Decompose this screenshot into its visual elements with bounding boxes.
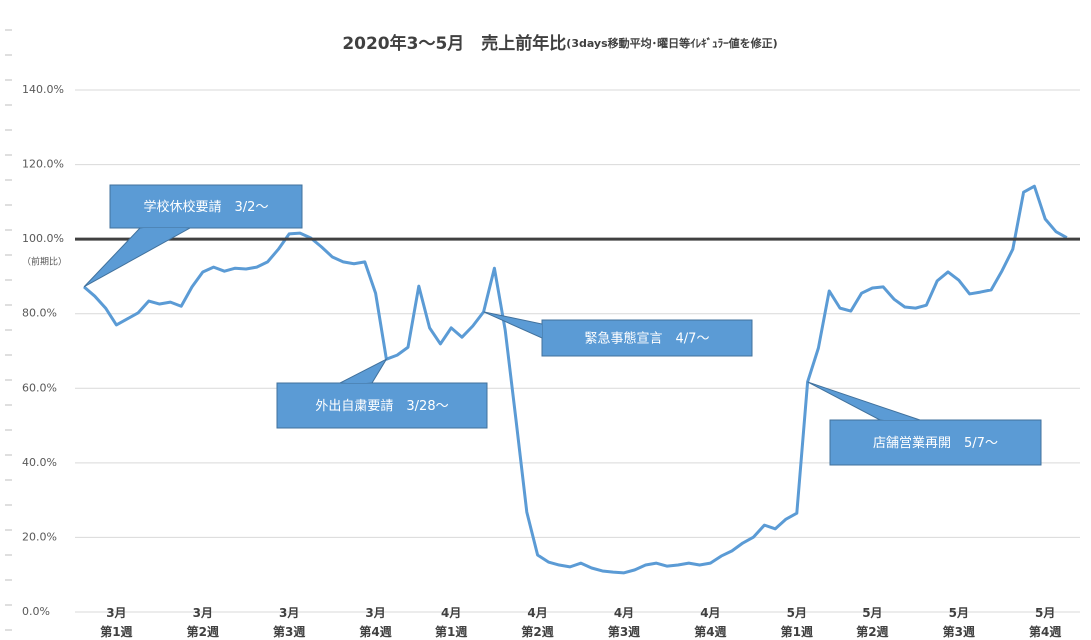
x-tick-label: 3月 第2週 bbox=[186, 606, 219, 639]
callout-join bbox=[340, 381, 372, 383]
left-ticks bbox=[5, 29, 12, 631]
x-tick-label: 5月 第2週 bbox=[856, 606, 889, 639]
annotation-text: 外出自粛要請 3/28～ bbox=[315, 399, 448, 414]
x-tick-label: 5月 第1週 bbox=[780, 606, 813, 639]
callout: 学校休校要請 3/2～ bbox=[83, 184, 303, 288]
callout-join bbox=[880, 418, 920, 420]
annotation-text: 学校休校要請 3/2～ bbox=[144, 199, 269, 215]
x-tick-label: 5月 第4週 bbox=[1029, 606, 1062, 639]
x-tick-label: 3月 第1週 bbox=[100, 606, 133, 639]
callout-join bbox=[539, 324, 542, 338]
callout: 緊急事態宣言 4/7～ bbox=[483, 311, 753, 357]
y-tick-label: 100.0% bbox=[22, 232, 64, 245]
y-tick-label: 60.0% bbox=[22, 381, 57, 394]
x-tick-label: 4月 第2週 bbox=[521, 606, 554, 639]
y-axis-note: （前期比） bbox=[22, 256, 67, 268]
callout-box bbox=[541, 319, 753, 357]
callout-box bbox=[276, 382, 488, 429]
y-tick-label: 20.0% bbox=[22, 530, 57, 543]
callout-box bbox=[829, 419, 1042, 466]
callout-pointer bbox=[807, 381, 921, 421]
x-tick-label: 5月 第3週 bbox=[942, 606, 975, 639]
callout: 店舗営業再開 5/7～ bbox=[807, 381, 1042, 466]
y-tick-label: 40.0% bbox=[22, 456, 57, 469]
x-tick-label: 4月 第4週 bbox=[694, 606, 727, 639]
annotation-text: 緊急事態宣言 4/7～ bbox=[585, 331, 710, 347]
callout-box bbox=[109, 184, 303, 229]
callout-pointer bbox=[339, 357, 388, 384]
x-tick-label: 4月 第1週 bbox=[435, 606, 468, 639]
callout: 外出自粛要請 3/28～ bbox=[276, 357, 488, 429]
callout-pointer bbox=[83, 227, 192, 288]
chart-title-group: 2020年3〜5月 売上前年比(3days移動平均･曜日等ｲﾚｷﾞｭﾗｰ値を修正… bbox=[342, 33, 777, 54]
data-line bbox=[83, 184, 1068, 575]
y-tick-label: 120.0% bbox=[22, 158, 64, 171]
y-tick-label: 0.0% bbox=[22, 605, 50, 618]
x-tick-label: 3月 第4週 bbox=[359, 606, 392, 639]
callout-pointer bbox=[483, 311, 543, 339]
x-tick-label: 4月 第3週 bbox=[607, 606, 641, 639]
x-tick-label: 3月 第3週 bbox=[273, 606, 306, 639]
callout-join bbox=[140, 228, 190, 231]
chart-subtitle: (3days移動平均･曜日等ｲﾚｷﾞｭﾗｰ値を修正) bbox=[566, 36, 777, 50]
y-tick-label: 80.0% bbox=[22, 307, 57, 320]
annotation-text: 店舗営業再開 5/7～ bbox=[873, 435, 998, 451]
y-tick-label: 140.0% bbox=[22, 83, 64, 96]
chart-title: 2020年3〜5月 売上前年比 bbox=[342, 33, 566, 54]
